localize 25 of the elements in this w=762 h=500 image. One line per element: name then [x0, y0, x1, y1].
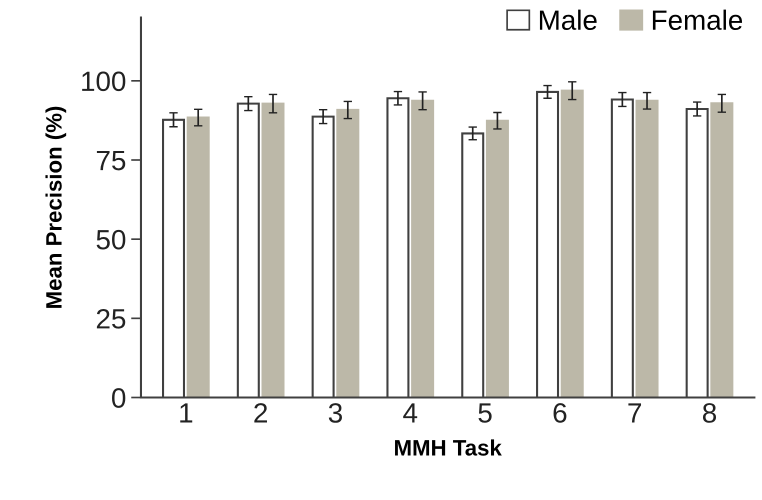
bar — [710, 102, 734, 398]
y-tick-label: 25 — [96, 309, 126, 329]
x-tick-label: 7 — [628, 403, 642, 422]
bar — [261, 102, 285, 398]
x-tick-label: 2 — [254, 403, 267, 422]
y-tick-label: 0 — [112, 388, 126, 408]
bar — [186, 116, 210, 398]
bar — [636, 100, 659, 398]
x-axis-title: MMH Task — [395, 439, 502, 456]
y-tick-label: 75 — [96, 150, 126, 170]
legend-label: Female — [652, 10, 742, 30]
x-tick-label: 4 — [403, 403, 418, 422]
bar — [560, 90, 584, 398]
bar — [486, 120, 509, 398]
legend-label: Male — [540, 10, 597, 30]
y-tick-label: 100 — [82, 72, 126, 92]
x-tick-label: 5 — [478, 403, 492, 423]
x-tick-label: 6 — [554, 403, 566, 423]
x-tick-label: 8 — [702, 403, 716, 423]
y-tick-label: 50 — [96, 230, 126, 250]
bar — [411, 100, 434, 398]
x-tick-label: 3 — [328, 403, 342, 423]
bar — [336, 108, 360, 398]
y-axis-title: Mean Precision (%) — [45, 106, 66, 308]
x-tick-label: 1 — [180, 403, 192, 422]
